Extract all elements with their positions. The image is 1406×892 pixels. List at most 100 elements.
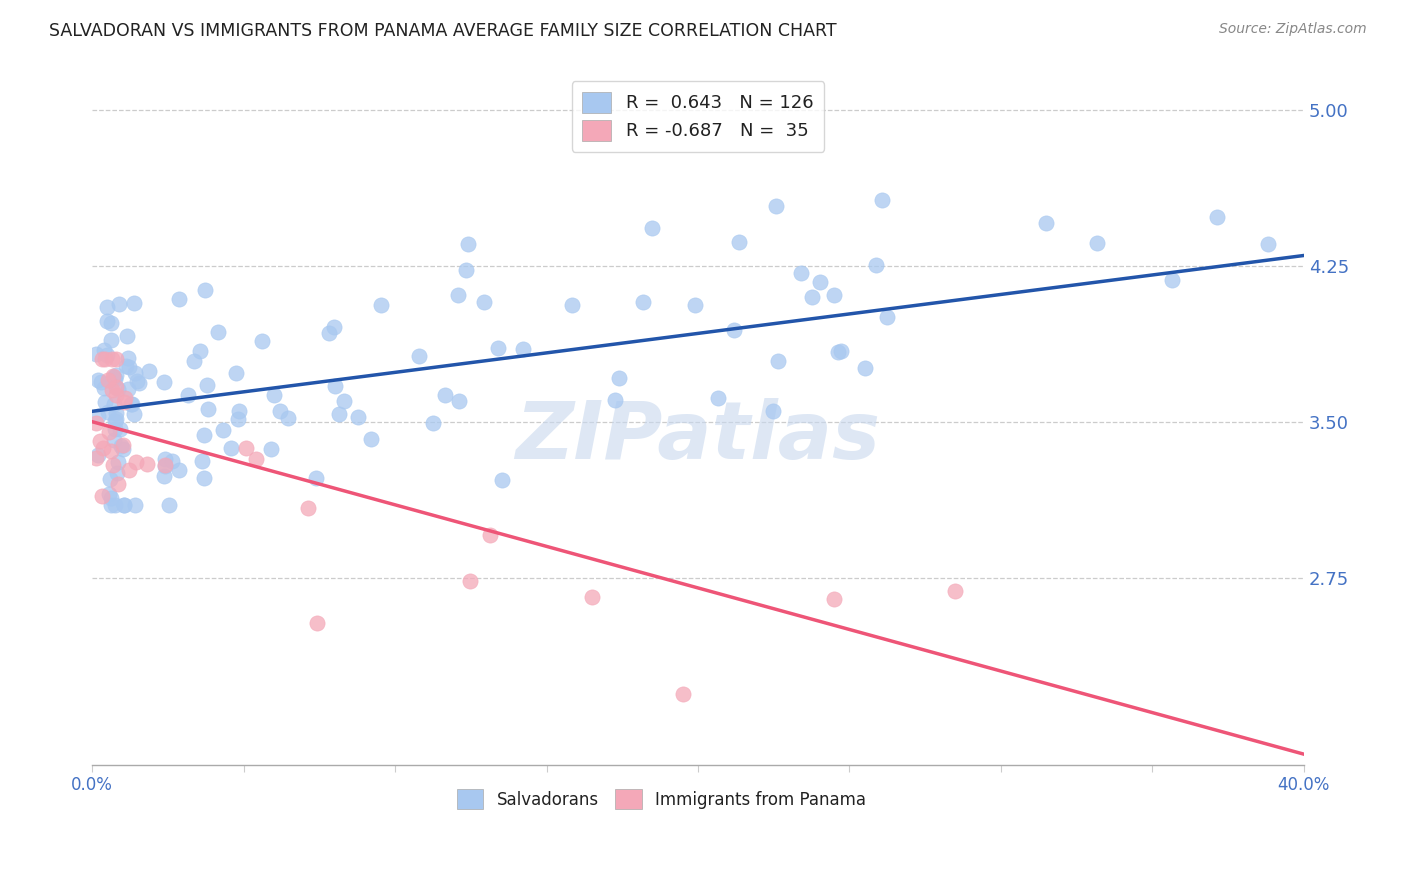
Point (153, 458, 176, 472)
Point (297, 500, 319, 515)
Point (94, 352, 117, 367)
Point (90, 376, 112, 390)
Point (97, 373, 120, 387)
Point (90, 352, 112, 367)
Point (808, 275, 831, 289)
Point (766, 354, 789, 368)
Point (1257, 237, 1279, 252)
Point (108, 297, 131, 311)
Point (110, 439, 132, 453)
Point (167, 463, 190, 477)
Point (114, 391, 136, 405)
Point (87, 409, 110, 423)
Point (86, 416, 108, 430)
Point (122, 296, 145, 310)
Point (823, 287, 845, 301)
Point (101, 368, 124, 383)
Point (250, 334, 273, 348)
Point (433, 388, 456, 402)
Point (478, 528, 501, 542)
Point (97, 425, 120, 440)
Point (449, 394, 471, 409)
Point (762, 403, 785, 417)
Point (84, 450, 107, 465)
Point (87, 373, 110, 387)
Point (422, 416, 444, 430)
Point (195, 377, 218, 392)
Point (707, 392, 730, 406)
Point (100, 444, 122, 458)
Point (104, 414, 127, 428)
Point (212, 424, 235, 438)
Point (801, 290, 824, 304)
Point (609, 371, 631, 385)
Point (96, 348, 118, 362)
Point (194, 283, 217, 297)
Point (190, 344, 212, 359)
Point (167, 292, 190, 306)
Point (111, 438, 134, 452)
Point (323, 319, 346, 334)
Point (1160, 273, 1182, 287)
Point (112, 498, 135, 512)
Point (107, 382, 129, 396)
Point (157, 498, 180, 512)
Point (945, 584, 967, 599)
Point (103, 458, 125, 472)
Point (117, 382, 139, 396)
Text: ZIPatlas: ZIPatlas (516, 399, 880, 476)
Point (183, 353, 205, 368)
Point (876, 310, 898, 324)
Point (219, 441, 242, 455)
Point (104, 372, 127, 386)
Point (685, 298, 707, 312)
Point (789, 266, 811, 280)
Point (97, 487, 120, 501)
Point (1206, 211, 1229, 225)
Point (105, 368, 128, 383)
Point (823, 592, 845, 607)
Point (128, 376, 150, 390)
Point (830, 343, 852, 358)
Point (93, 343, 115, 358)
Point (89, 434, 111, 448)
Point (107, 455, 129, 469)
Point (456, 263, 478, 277)
Text: Source: ZipAtlas.com: Source: ZipAtlas.com (1219, 22, 1367, 37)
Point (112, 498, 135, 512)
Point (115, 329, 138, 343)
Point (193, 428, 215, 442)
Point (865, 258, 887, 272)
Point (1035, 216, 1057, 230)
Point (581, 591, 603, 605)
Point (153, 451, 176, 466)
Point (103, 433, 125, 447)
Point (207, 325, 229, 339)
Point (90, 489, 112, 503)
Point (347, 410, 370, 425)
Point (491, 473, 513, 487)
Point (472, 294, 495, 309)
Point (108, 422, 131, 436)
Point (408, 349, 430, 363)
Point (333, 394, 356, 409)
Point (640, 221, 662, 235)
Point (100, 352, 122, 367)
Point (458, 574, 481, 588)
Point (360, 432, 382, 446)
Point (447, 288, 470, 302)
Point (120, 397, 142, 411)
Point (87, 448, 110, 462)
Point (115, 359, 138, 373)
Point (191, 453, 214, 467)
Point (96, 314, 118, 328)
Point (118, 359, 141, 374)
Point (96, 405, 118, 419)
Point (121, 397, 143, 411)
Point (603, 393, 626, 408)
Point (855, 361, 877, 376)
Point (1085, 235, 1108, 250)
Point (512, 342, 534, 356)
Point (125, 455, 148, 469)
Point (105, 406, 128, 420)
